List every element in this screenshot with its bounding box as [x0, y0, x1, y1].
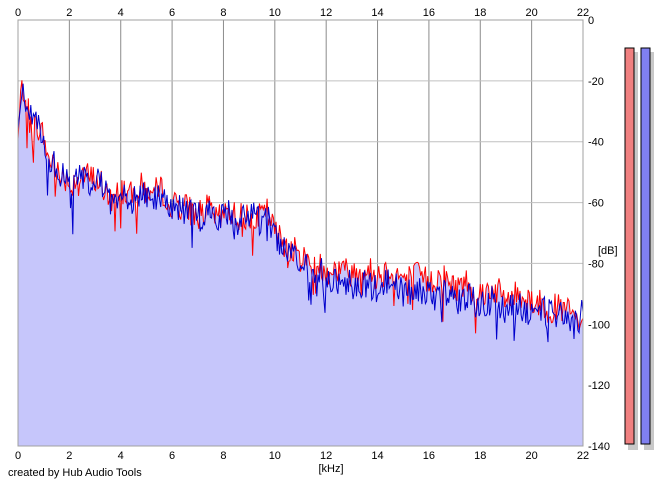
x-tick-bottom-8: 8	[220, 450, 226, 462]
x-tick-bottom-20: 20	[526, 450, 538, 462]
x-tick-bottom-0: 0	[15, 450, 21, 462]
spectrum-fill-area	[18, 80, 583, 447]
x-tick-bottom-16: 16	[423, 450, 435, 462]
x-tick-top-6: 6	[169, 7, 175, 19]
x-tick-top-8: 8	[220, 7, 226, 19]
y-tick-0: 0	[588, 15, 594, 27]
x-tick-bottom-12: 12	[320, 450, 332, 462]
credit-text: created by Hub Audio Tools	[8, 467, 142, 479]
x-tick-top-14: 14	[371, 7, 383, 19]
x-tick-labels-top: 0 2 4 6 8 10 12 14 16 18 20 22	[15, 7, 589, 19]
x-tick-top-12: 12	[320, 7, 332, 19]
y-tick--60: -60	[588, 198, 604, 210]
y-tick--80: -80	[588, 258, 604, 270]
x-tick-bottom-18: 18	[474, 450, 486, 462]
y-tick--140: -140	[588, 441, 610, 453]
x-tick-bottom-14: 14	[371, 450, 383, 462]
x-tick-top-18: 18	[474, 7, 486, 19]
x-tick-bottom-4: 4	[118, 450, 124, 462]
x-tick-top-22: 22	[577, 7, 589, 19]
x-tick-bottom-22: 22	[577, 450, 589, 462]
y-tick--20: -20	[588, 76, 604, 88]
level-color-bars	[624, 47, 654, 450]
y-axis-label: [dB]	[598, 245, 618, 257]
level-bar-1	[624, 47, 635, 445]
x-tick-bottom-6: 6	[169, 450, 175, 462]
y-tick--100: -100	[588, 319, 610, 331]
x-tick-top-0: 0	[15, 7, 21, 19]
x-tick-bottom-10: 10	[269, 450, 281, 462]
x-axis-label: [kHz]	[318, 463, 343, 475]
level-bar-2	[640, 47, 651, 445]
x-tick-labels-bottom: 0 2 4 6 8 10 12 14 16 18 20 22	[15, 450, 589, 462]
plot-frame	[17, 19, 584, 447]
x-tick-top-2: 2	[66, 7, 72, 19]
series-line-1	[17, 80, 584, 334]
x-tick-top-16: 16	[423, 7, 435, 19]
x-tick-top-4: 4	[118, 7, 124, 19]
x-tick-top-20: 20	[526, 7, 538, 19]
series-line-2	[17, 83, 584, 343]
y-tick--120: -120	[588, 380, 610, 392]
y-tick-labels: 0 -20 -40 -60 -80 -100 -120 -140	[588, 15, 610, 453]
series-lines	[17, 80, 584, 343]
x-tick-bottom-2: 2	[66, 450, 72, 462]
y-tick--40: -40	[588, 137, 604, 149]
x-tick-top-10: 10	[269, 7, 281, 19]
